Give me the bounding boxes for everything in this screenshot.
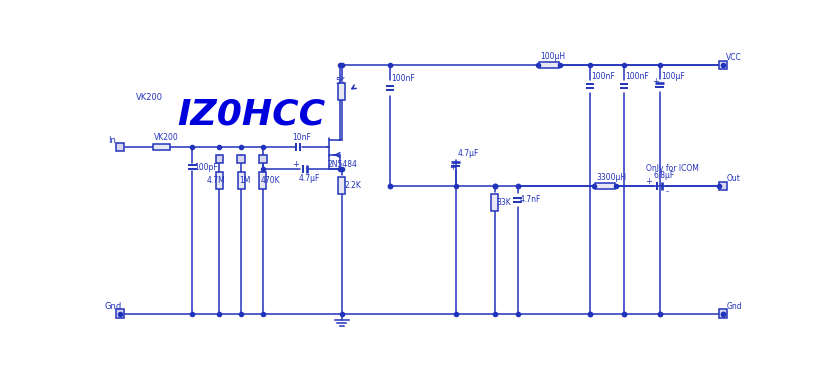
Bar — [259, 172, 266, 189]
Text: Only for ICOM: Only for ICOM — [646, 164, 699, 173]
Text: 100pF: 100pF — [195, 163, 219, 172]
Bar — [338, 82, 346, 100]
Bar — [338, 177, 346, 194]
Text: 2.2K: 2.2K — [344, 181, 361, 190]
Bar — [719, 309, 728, 318]
Text: 100nF: 100nF — [625, 72, 649, 81]
Text: VCC: VCC — [726, 54, 742, 62]
Text: In: In — [108, 136, 116, 145]
Text: 1M: 1M — [238, 176, 250, 185]
Text: 5K: 5K — [335, 77, 345, 86]
Text: 2N5484: 2N5484 — [328, 160, 358, 169]
Bar — [216, 172, 223, 189]
Bar — [259, 155, 266, 163]
Bar — [238, 155, 245, 163]
Bar — [215, 155, 224, 163]
Text: +: + — [449, 163, 455, 172]
Bar — [719, 61, 728, 69]
Text: VK200: VK200 — [135, 93, 163, 102]
Bar — [116, 309, 125, 318]
Text: 4.7nF: 4.7nF — [520, 195, 541, 204]
Text: 6.8μF: 6.8μF — [653, 171, 675, 180]
Bar — [116, 143, 125, 152]
Bar — [539, 62, 559, 68]
Text: 100nF: 100nF — [592, 72, 615, 81]
Text: 100nF: 100nF — [391, 74, 415, 83]
Text: 4.7μF: 4.7μF — [458, 149, 479, 158]
Text: Out: Out — [726, 174, 740, 183]
Bar — [153, 144, 170, 150]
Text: 100μH: 100μH — [540, 52, 565, 61]
Bar — [238, 172, 244, 189]
Text: IZ0HCC: IZ0HCC — [177, 98, 325, 132]
Text: 470K: 470K — [261, 176, 280, 185]
Text: Gnd: Gnd — [726, 302, 742, 311]
Text: 4.7M: 4.7M — [207, 176, 226, 185]
Text: VK200: VK200 — [153, 133, 178, 142]
Bar — [491, 194, 498, 211]
Text: 100μF: 100μF — [661, 72, 685, 81]
Text: +: + — [652, 76, 658, 86]
Text: +: + — [292, 160, 299, 169]
Text: 33K: 33K — [497, 198, 512, 207]
Text: +: + — [646, 177, 653, 187]
Text: 4.7μF: 4.7μF — [299, 174, 320, 182]
Text: Gnd: Gnd — [105, 302, 122, 311]
Text: 3300μH: 3300μH — [596, 173, 627, 182]
Bar — [719, 182, 728, 190]
Text: 10nF: 10nF — [292, 133, 311, 142]
Text: -: - — [666, 187, 669, 196]
Bar — [596, 183, 615, 189]
